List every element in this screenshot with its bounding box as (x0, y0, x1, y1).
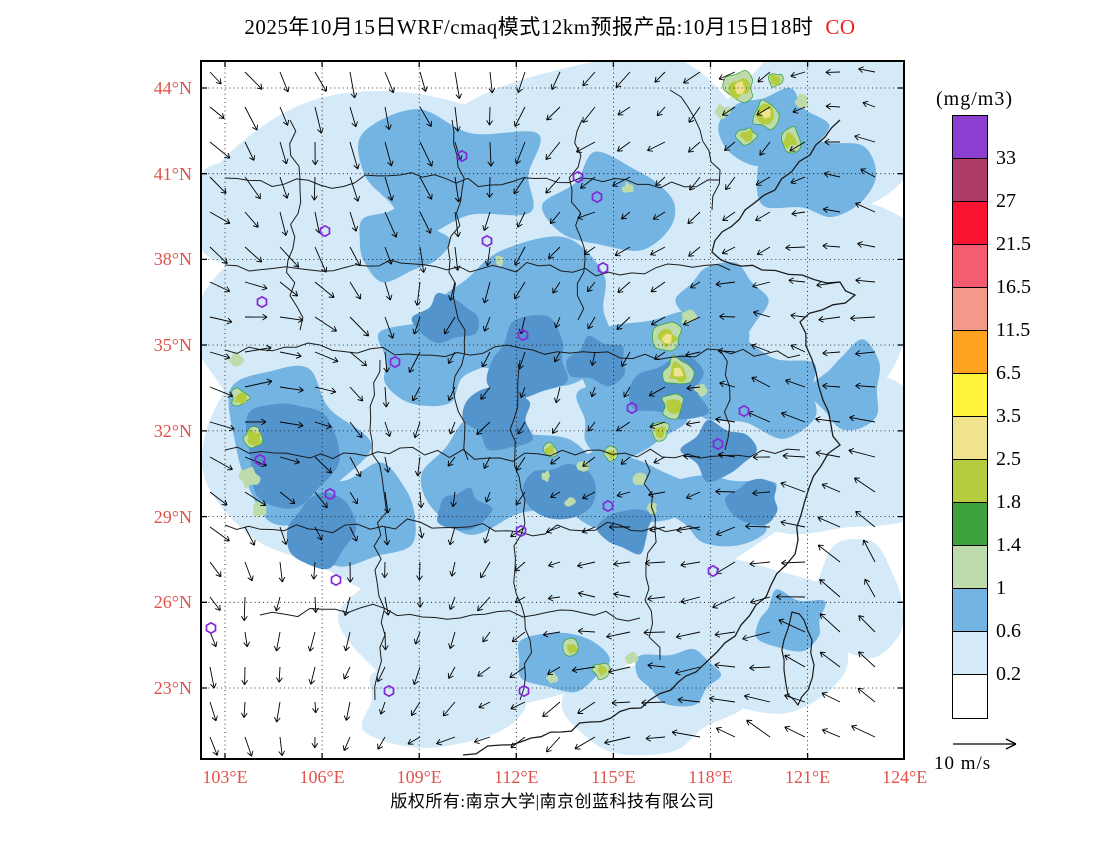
city-marker (518, 684, 530, 698)
lat-tick-label: 32°N (153, 420, 192, 441)
page-title: 2025年10月15日WRF/cmaq模式12km预报产品:10月15日18时 C… (0, 11, 1100, 41)
city-marker (319, 224, 331, 238)
colorbar-segment (953, 675, 987, 718)
concentration-fill-layer (200, 60, 905, 756)
lon-tick-label: 124°E (882, 767, 928, 787)
lat-tick-label: 23°N (153, 678, 192, 698)
colorbar-tick-label: 0.6 (996, 620, 1021, 642)
city-marker (254, 453, 266, 467)
colorbar-tick-label: 1 (996, 577, 1006, 599)
colorbar-segment (953, 374, 987, 417)
city-marker (205, 621, 217, 635)
colorbar-tick-label: 11.5 (996, 319, 1031, 341)
city-marker (712, 437, 724, 451)
colorbar-segment (953, 417, 987, 460)
forecast-map-canvas (200, 60, 906, 760)
lon-tick-label: 109°E (396, 767, 442, 787)
lon-tick-label: 112°E (494, 767, 539, 787)
colorbar-tick-label: 0.2 (996, 663, 1021, 685)
colorbar-tick-label: 1.8 (996, 491, 1021, 513)
wind-vector-layer (209, 66, 876, 757)
city-marker (517, 328, 529, 342)
colorbar-segment (953, 288, 987, 331)
colorbar-segment (953, 503, 987, 546)
colorbar-segment (953, 245, 987, 288)
title-species-label: CO (825, 15, 856, 39)
lon-tick-label: 118°E (688, 767, 733, 787)
city-marker (256, 295, 268, 309)
city-marker (591, 190, 603, 204)
lat-tick-label: 41°N (153, 163, 192, 184)
colorbar-tick-label: 3.5 (996, 405, 1021, 427)
city-marker (389, 355, 401, 369)
colorbar-tick-label: 21.5 (996, 233, 1031, 255)
colorbar-tick-label: 33 (996, 147, 1016, 169)
map-border (200, 60, 905, 760)
city-marker (324, 487, 336, 501)
city-marker-layer (205, 149, 750, 698)
lon-tick-label: 121°E (784, 767, 831, 787)
wind-reference-arrow-icon (953, 738, 1017, 750)
city-marker (481, 234, 493, 248)
city-marker (626, 401, 638, 415)
city-marker (602, 499, 614, 513)
lon-tick-label: 103°E (202, 767, 248, 787)
city-marker (572, 170, 584, 184)
colorbar (952, 115, 988, 719)
lat-tick-label: 26°N (153, 592, 192, 613)
lat-tick-label: 29°N (153, 506, 192, 527)
colorbar-segment (953, 116, 987, 159)
map-frame (200, 60, 906, 760)
copyright-footer: 版权所有:南京大学|南京创蓝科技有限公司 (390, 792, 715, 811)
lat-tick-label: 44°N (153, 78, 192, 98)
colorbar-segment (953, 331, 987, 374)
colorbar-segment (953, 589, 987, 632)
city-marker (456, 149, 468, 163)
colorbar-segment (953, 202, 987, 245)
colorbar-tick-label: 1.4 (996, 534, 1021, 556)
lat-tick-label: 38°N (153, 249, 192, 270)
city-marker (330, 573, 342, 587)
colorbar-segment (953, 632, 987, 675)
city-marker (738, 404, 750, 418)
title-text: 2025年10月15日WRF/cmaq模式12km预报产品:10月15日18时 (244, 15, 814, 39)
lon-tick-label: 115°E (591, 767, 636, 787)
colorbar-unit-label: (mg/m3) (936, 88, 1013, 110)
colorbar-tick-label: 2.5 (996, 448, 1021, 470)
lat-tick-label: 35°N (153, 335, 192, 355)
wind-reference-label: 10 m/s (934, 753, 992, 774)
city-marker (515, 524, 527, 538)
colorbar-tick-label: 6.5 (996, 362, 1021, 384)
colorbar-segment (953, 460, 987, 503)
colorbar-segment (953, 546, 987, 589)
colorbar-tick-label: 16.5 (996, 276, 1031, 298)
city-marker (597, 261, 609, 275)
colorbar-segment (953, 159, 987, 202)
city-marker (383, 684, 395, 698)
lon-tick-label: 106°E (299, 767, 345, 787)
colorbar-tick-label: 27 (996, 190, 1016, 212)
city-marker (707, 564, 719, 578)
